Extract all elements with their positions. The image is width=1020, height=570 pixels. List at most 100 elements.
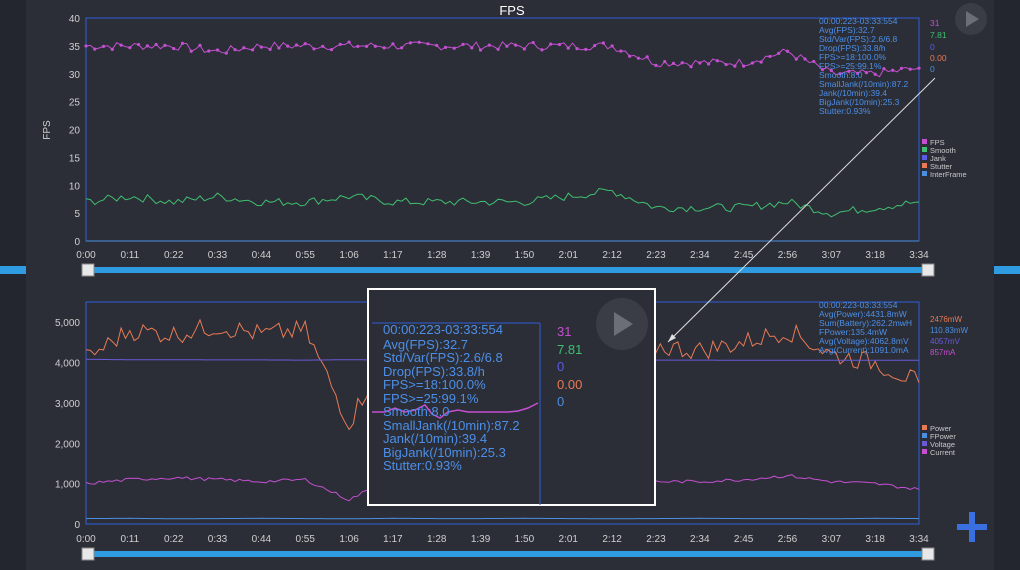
zoom-connector-arrowhead — [668, 334, 676, 342]
power-range-handle-start[interactable] — [81, 547, 95, 561]
jank-current-value: 0 — [930, 42, 935, 52]
fps-data-point — [172, 46, 176, 51]
zoom-stat-line: SmallJank(/10min):87.2 — [383, 418, 520, 433]
fps-data-point — [750, 61, 755, 65]
fps-data-point — [154, 42, 158, 47]
legend-swatch-voltage — [922, 441, 927, 446]
x-tick-label: 0:55 — [295, 250, 315, 261]
fps-data-point — [382, 46, 386, 50]
fps-data-point — [233, 48, 237, 52]
x-tick-label: 1:28 — [427, 534, 447, 545]
legend-swatch-fpower — [922, 433, 927, 438]
fps-data-point — [198, 43, 202, 48]
legend-label-fpower: FPower — [930, 432, 956, 441]
zoom-connector-line — [667, 77, 936, 343]
zoom-callout: 00:00:223-03:33:554 Avg(FPS):32.7 Std/Va… — [367, 288, 656, 506]
x-tick-label: 0:00 — [76, 250, 96, 261]
x-tick-label: 1:39 — [471, 534, 491, 545]
y-tick-label: 1,000 — [55, 480, 80, 491]
stutter-current-value: 0.00 — [930, 53, 947, 63]
x-tick-label: 2:01 — [559, 534, 579, 545]
fps-data-point — [671, 61, 676, 66]
fps-data-point — [443, 45, 448, 49]
fps-data-point — [364, 44, 369, 48]
x-tick-label: 1:17 — [383, 250, 403, 261]
fps-data-point — [312, 47, 316, 51]
y-tick-label: 20 — [69, 126, 81, 137]
x-tick-label: 1:28 — [427, 250, 447, 261]
fps-data-point — [636, 56, 641, 60]
power-stat-line: 00:00:223-03:33:554 — [819, 300, 898, 310]
x-tick-label: 2:23 — [646, 250, 666, 261]
x-tick-label: 1:50 — [515, 534, 535, 545]
zoom-fps-line — [372, 402, 539, 419]
x-tick-label: 2:23 — [646, 534, 666, 545]
fps-data-point — [803, 57, 807, 61]
fps-series-group — [84, 40, 921, 242]
fps-data-point — [417, 40, 421, 44]
fps-data-point — [706, 62, 711, 66]
fps-data-point — [899, 66, 904, 70]
fps-range-slider[interactable] — [81, 263, 935, 277]
fps-data-point — [557, 42, 562, 47]
fps-data-point — [426, 42, 430, 46]
y-tick-label: 25 — [69, 98, 81, 109]
fps-data-point — [215, 48, 220, 52]
x-tick-label: 2:56 — [778, 250, 798, 261]
zoom-interframe-value: 0 — [557, 394, 564, 409]
fps-data-point — [812, 59, 816, 64]
fps-data-point — [715, 59, 719, 63]
fps-data-point — [584, 47, 588, 51]
fps-stat-line: SmallJank(/10min):87.2 — [819, 79, 909, 89]
fps-data-point — [251, 48, 255, 52]
fps-stats-block: 00:00:223-03:33:554 Avg(FPS):32.7 Std/Va… — [819, 16, 909, 116]
x-tick-label: 3:34 — [909, 250, 929, 261]
y-tick-label: 15 — [69, 153, 81, 164]
fps-data-point — [759, 60, 763, 64]
x-tick-label: 1:50 — [515, 250, 535, 261]
fps-data-point — [531, 40, 535, 45]
zoom-stat-line: FPS>=18:100.0% — [383, 377, 486, 392]
fps-data-point — [277, 46, 281, 50]
y-tick-label: 40 — [69, 14, 81, 25]
fps-range-handle-end[interactable] — [921, 263, 935, 277]
y-tick-label: 2,000 — [55, 439, 80, 450]
fps-data-point — [268, 47, 272, 51]
y-tick-label: 3,000 — [55, 399, 80, 410]
x-tick-label: 2:12 — [602, 534, 622, 545]
fps-data-point — [400, 46, 404, 50]
fps-data-point — [680, 61, 684, 65]
fps-data-point — [882, 67, 886, 71]
fps-data-point — [742, 64, 746, 68]
y-tick-label: 5,000 — [55, 318, 80, 329]
zoom-stat-line: Drop(FPS):33.8/h — [383, 364, 485, 379]
power-x-ticks: 0:00 0:11 0:22 0:33 0:44 0:55 1:06 1:17 1:28 1:39… — [76, 534, 929, 545]
fps-stat-line: FPS>=18:100.0% — [819, 52, 887, 62]
x-tick-label: 0:44 — [252, 534, 272, 545]
power-range-slider[interactable] — [81, 547, 935, 561]
fps-plot-frame — [85, 17, 920, 242]
right-edge-panel — [994, 0, 1020, 570]
fps-data-point — [698, 61, 702, 65]
fps-play-button[interactable] — [955, 3, 987, 35]
zoom-stat-line: Std/Var(FPS):2.6/6.8 — [383, 350, 503, 365]
legend-label-jank: Jank — [930, 154, 946, 163]
fps-data-point — [496, 47, 500, 51]
fps-data-point — [864, 71, 868, 75]
series-line-smooth — [85, 187, 920, 218]
power-stat-line: Avg(Current):1091.0mA — [819, 345, 909, 355]
fps-data-point — [224, 51, 228, 55]
fps-range-handle-start[interactable] — [81, 263, 95, 277]
add-button[interactable] — [957, 512, 987, 542]
x-tick-label: 1:06 — [339, 534, 359, 545]
fps-chart-title: FPS — [499, 3, 525, 18]
fps-data-point — [522, 47, 527, 51]
fps-stat-line: Jank(/10min):39.4 — [819, 88, 887, 98]
fps-data-point — [461, 42, 465, 46]
fps-data-point — [303, 42, 307, 46]
power-stat-line: FPower:135.4mW — [819, 327, 887, 337]
fps-data-point — [873, 72, 877, 76]
power-range-handle-end[interactable] — [921, 547, 935, 561]
power-range-track — [86, 551, 933, 557]
fps-data-point — [145, 44, 149, 48]
